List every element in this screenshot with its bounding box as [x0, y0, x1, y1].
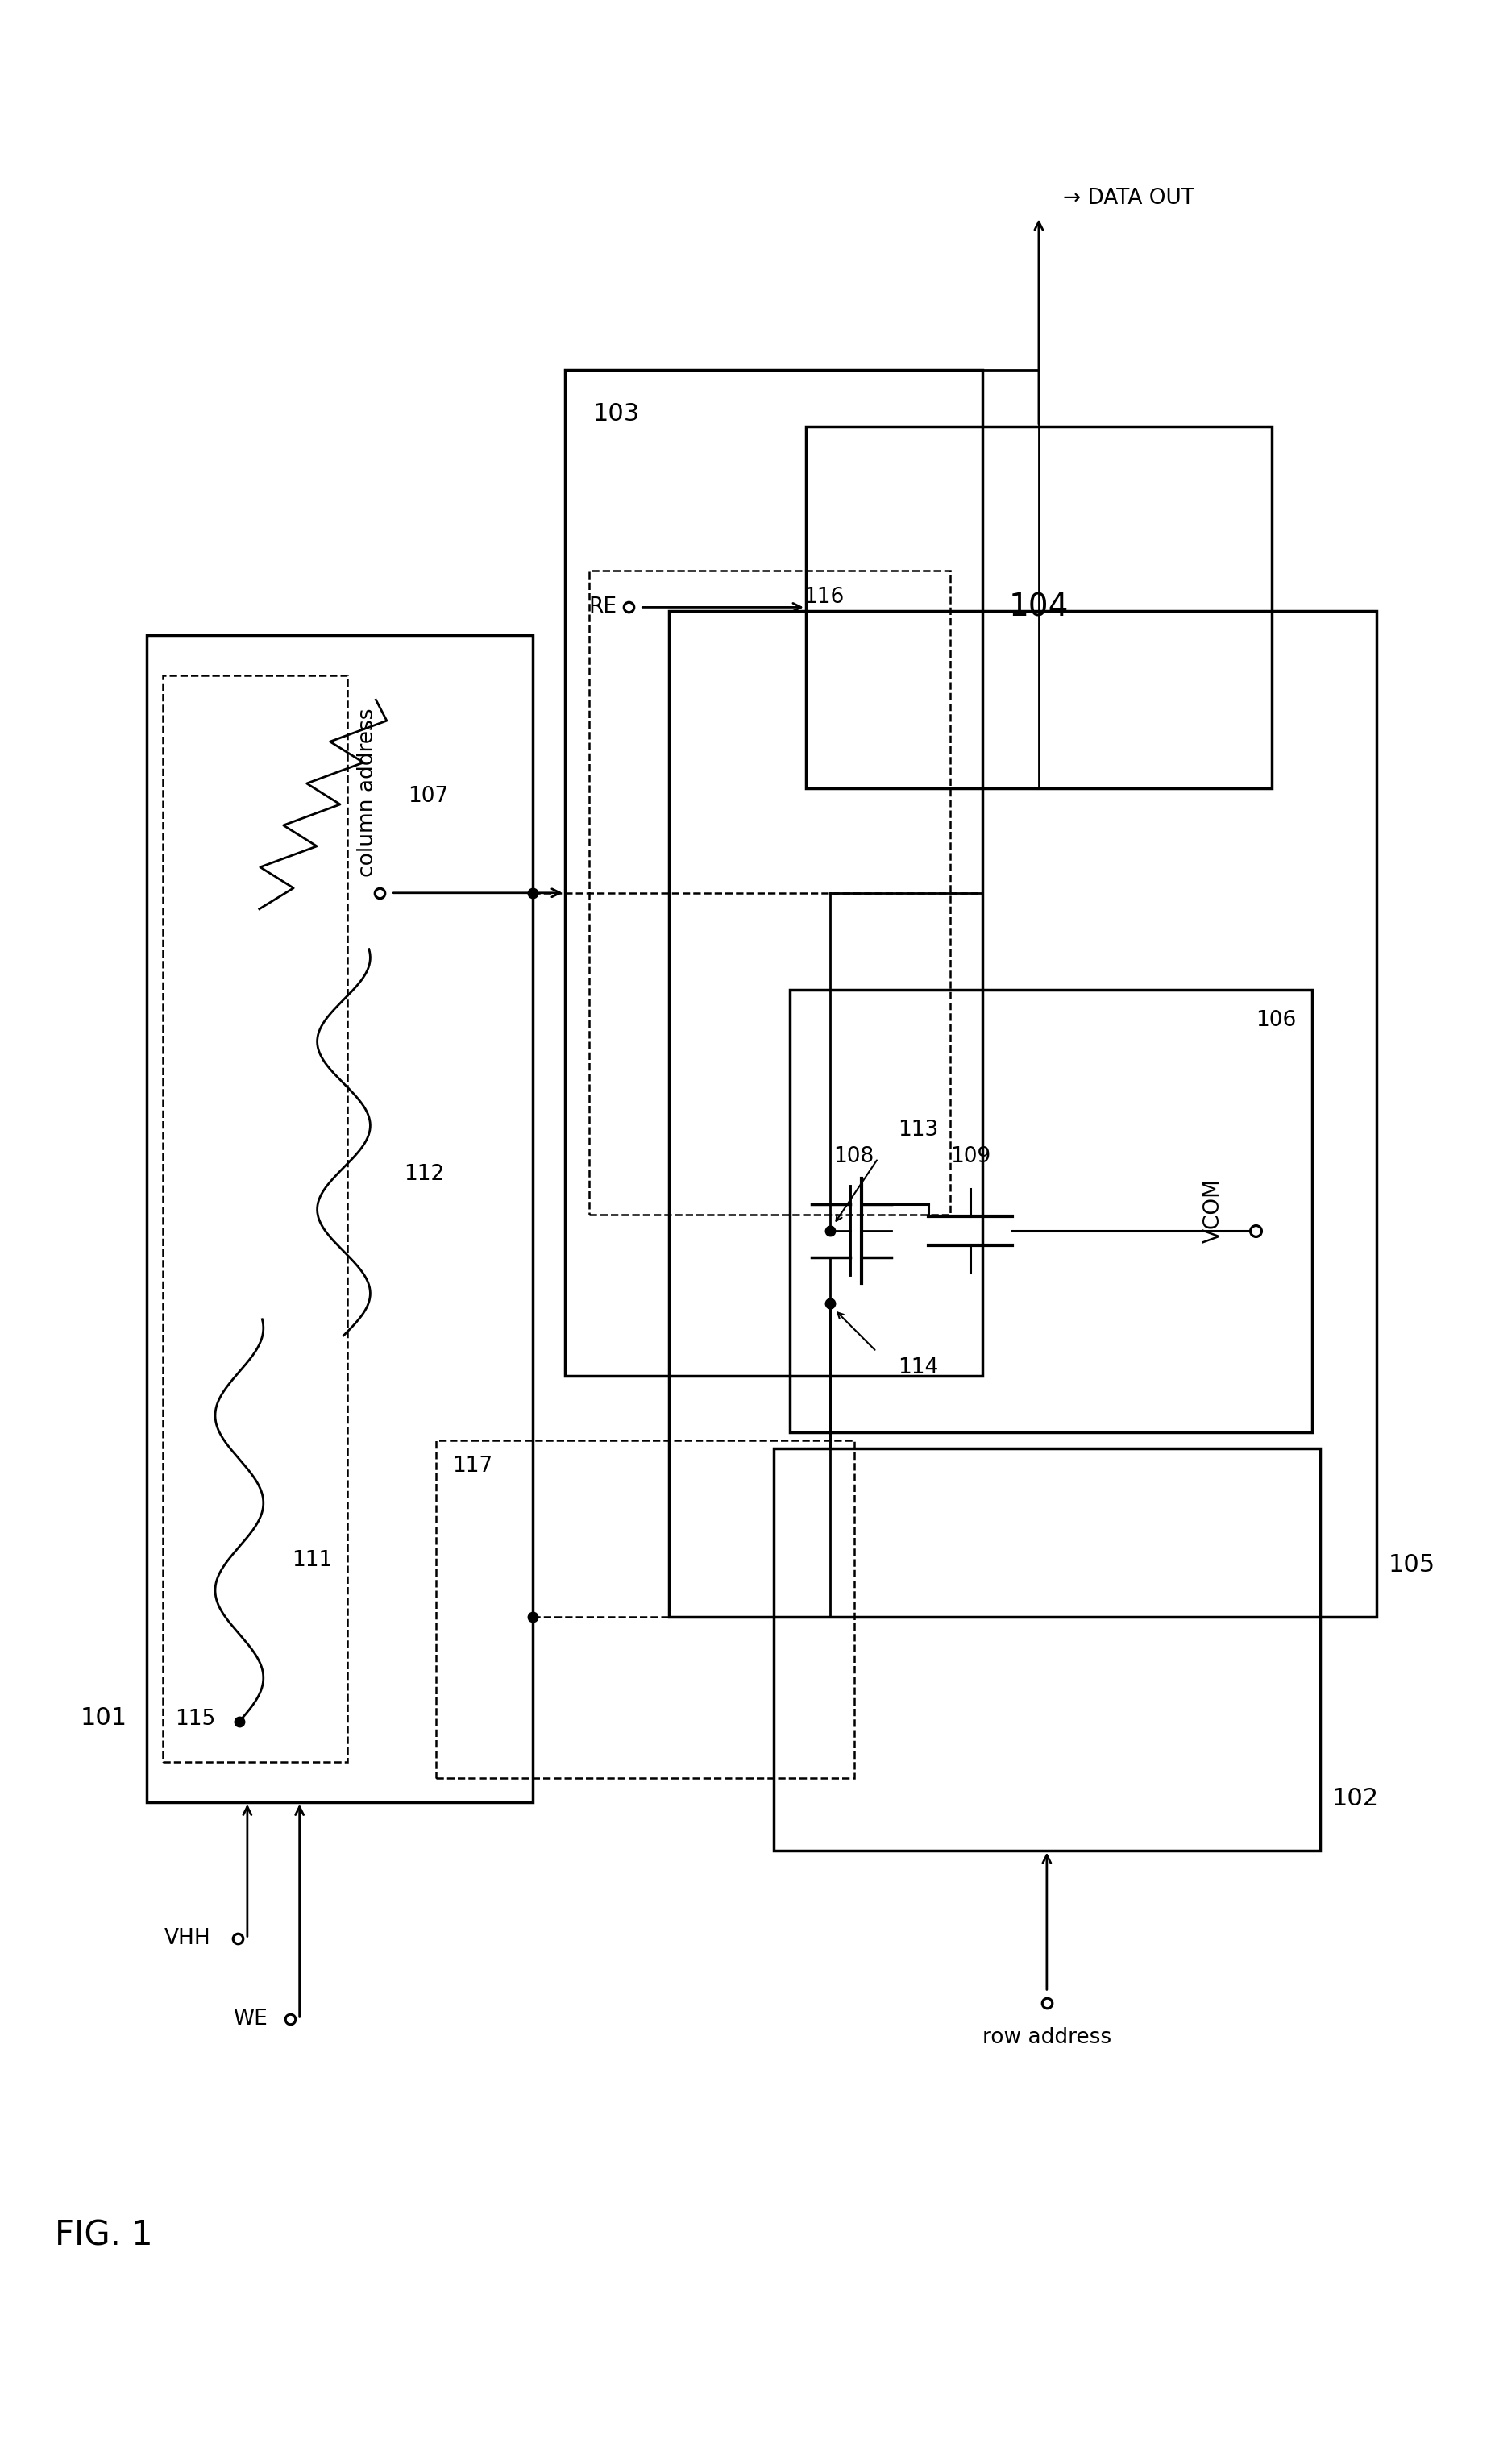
Text: 117: 117 — [451, 1456, 493, 1476]
Text: 105: 105 — [1389, 1552, 1435, 1577]
Text: 113: 113 — [898, 1119, 939, 1141]
Text: VHH: VHH — [164, 1929, 211, 1949]
Text: WE: WE — [233, 2008, 268, 2030]
Text: 107: 107 — [408, 786, 448, 806]
Text: RE: RE — [589, 596, 617, 618]
Bar — [789, 991, 1313, 1432]
Text: 111: 111 — [292, 1550, 332, 1572]
Bar — [163, 675, 348, 1762]
Text: FIG. 1: FIG. 1 — [54, 2218, 152, 2252]
Bar — [670, 611, 1377, 1616]
Bar — [589, 572, 951, 1215]
Text: 104: 104 — [1009, 591, 1069, 623]
Bar — [773, 1449, 1320, 1850]
Bar — [437, 1439, 854, 1779]
Text: VCOM: VCOM — [1203, 1178, 1224, 1242]
Text: 109: 109 — [951, 1146, 991, 1168]
Text: 114: 114 — [898, 1358, 939, 1377]
Text: → DATA OUT: → DATA OUT — [1063, 187, 1195, 209]
Text: 116: 116 — [804, 586, 845, 609]
Bar — [147, 636, 532, 1801]
Text: 103: 103 — [594, 402, 640, 426]
Text: 106: 106 — [1256, 1010, 1296, 1030]
Text: 112: 112 — [404, 1163, 444, 1185]
Text: 115: 115 — [175, 1708, 215, 1730]
Text: 101: 101 — [79, 1705, 127, 1730]
Bar — [565, 370, 982, 1375]
Text: 108: 108 — [834, 1146, 875, 1168]
Bar — [806, 426, 1272, 788]
Text: column address: column address — [357, 707, 378, 877]
Text: 102: 102 — [1332, 1786, 1378, 1811]
Text: row address: row address — [982, 2028, 1111, 2048]
